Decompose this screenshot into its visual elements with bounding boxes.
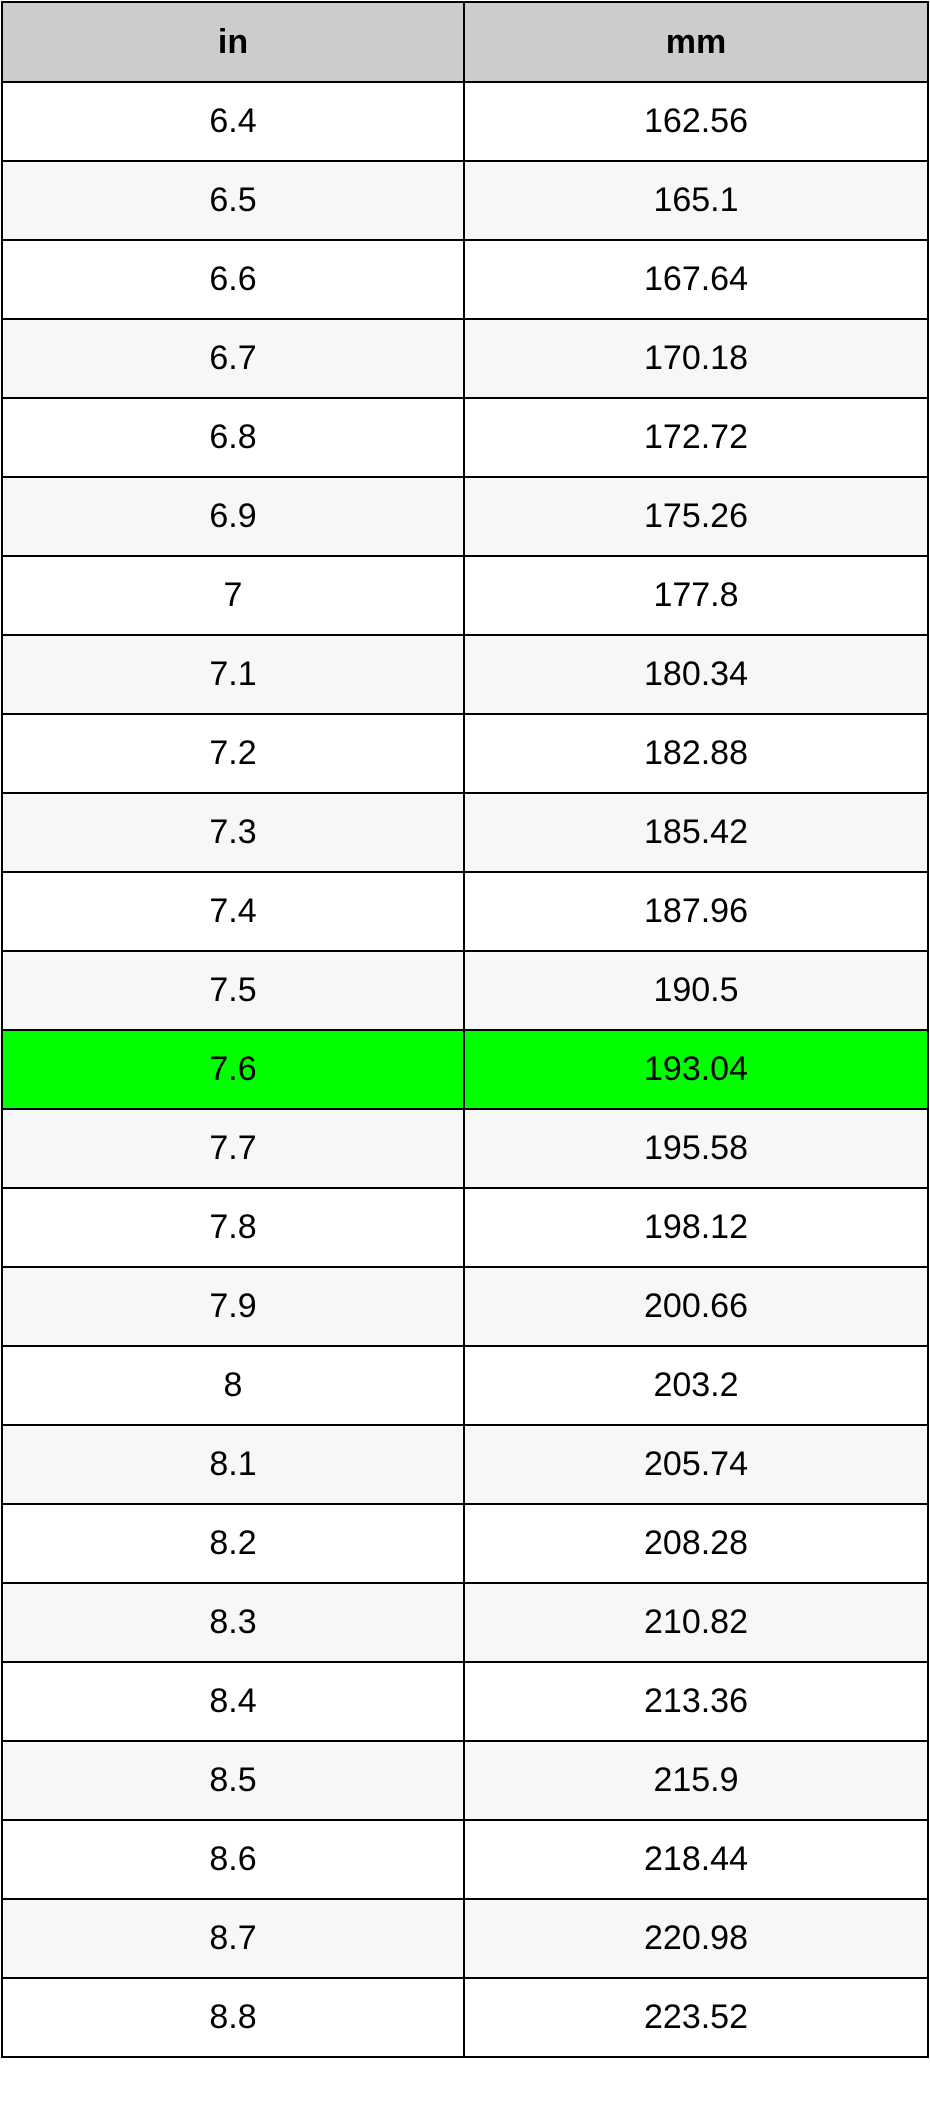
cell-in: 7.7 [1,1108,465,1189]
table-row: 8.1 205.74 [1,1424,929,1505]
table-row: 7.3 185.42 [1,792,929,873]
table-row-highlighted: 7.6 193.04 [1,1029,929,1110]
cell-mm: 215.9 [463,1740,929,1821]
table-row: 6.8 172.72 [1,397,929,478]
header-in: in [1,1,465,83]
table-row: 8.7 220.98 [1,1898,929,1979]
cell-in: 6.8 [1,397,465,478]
cell-in: 7.8 [1,1187,465,1268]
table-row: 6.7 170.18 [1,318,929,399]
cell-in: 7.3 [1,792,465,873]
table-row: 6.9 175.26 [1,476,929,557]
cell-mm: 177.8 [463,555,929,636]
table-row: 8.5 215.9 [1,1740,929,1821]
cell-mm: 200.66 [463,1266,929,1347]
cell-mm: 210.82 [463,1582,929,1663]
table-row: 6.5 165.1 [1,160,929,241]
cell-mm: 185.42 [463,792,929,873]
cell-mm: 208.28 [463,1503,929,1584]
cell-in: 6.6 [1,239,465,320]
cell-mm: 190.5 [463,950,929,1031]
cell-in: 6.4 [1,81,465,162]
cell-in: 6.7 [1,318,465,399]
table-row: 8.2 208.28 [1,1503,929,1584]
cell-mm: 223.52 [463,1977,929,2058]
cell-in: 7.6 [1,1029,465,1110]
cell-mm: 193.04 [463,1029,929,1110]
cell-mm: 218.44 [463,1819,929,1900]
cell-in: 7.9 [1,1266,465,1347]
cell-in: 8.7 [1,1898,465,1979]
cell-mm: 213.36 [463,1661,929,1742]
cell-in: 8.3 [1,1582,465,1663]
table-row: 7.9 200.66 [1,1266,929,1347]
cell-mm: 198.12 [463,1187,929,1268]
table-row: 7.1 180.34 [1,634,929,715]
cell-in: 6.9 [1,476,465,557]
cell-in: 7.4 [1,871,465,952]
cell-mm: 205.74 [463,1424,929,1505]
cell-in: 8.6 [1,1819,465,1900]
table-row: 7.4 187.96 [1,871,929,952]
table-row: 8.8 223.52 [1,1977,929,2058]
cell-mm: 180.34 [463,634,929,715]
header-mm: mm [463,1,929,83]
cell-mm: 165.1 [463,160,929,241]
cell-in: 8 [1,1345,465,1426]
table-row: 8 203.2 [1,1345,929,1426]
cell-mm: 162.56 [463,81,929,162]
cell-in: 8.2 [1,1503,465,1584]
cell-mm: 167.64 [463,239,929,320]
cell-in: 8.8 [1,1977,465,2058]
cell-in: 8.1 [1,1424,465,1505]
cell-in: 6.5 [1,160,465,241]
table-row: 7.8 198.12 [1,1187,929,1268]
cell-in: 8.5 [1,1740,465,1821]
table-row: 8.4 213.36 [1,1661,929,1742]
table-row: 7.2 182.88 [1,713,929,794]
table-row: 7.7 195.58 [1,1108,929,1189]
cell-in: 7.5 [1,950,465,1031]
table-row: 6.6 167.64 [1,239,929,320]
cell-in: 8.4 [1,1661,465,1742]
table-row: 8.3 210.82 [1,1582,929,1663]
cell-mm: 203.2 [463,1345,929,1426]
cell-mm: 175.26 [463,476,929,557]
cell-mm: 182.88 [463,713,929,794]
cell-mm: 187.96 [463,871,929,952]
conversion-table: in mm 6.4 162.56 6.5 165.1 6.6 167.64 6.7 170.1… [1,1,929,2058]
header-row: in mm [1,1,929,83]
cell-in: 7.2 [1,713,465,794]
cell-in: 7.1 [1,634,465,715]
cell-mm: 195.58 [463,1108,929,1189]
cell-in: 7 [1,555,465,636]
table-row: 8.6 218.44 [1,1819,929,1900]
cell-mm: 170.18 [463,318,929,399]
cell-mm: 172.72 [463,397,929,478]
table-row: 7.5 190.5 [1,950,929,1031]
table-row: 6.4 162.56 [1,81,929,162]
cell-mm: 220.98 [463,1898,929,1979]
table-row: 7 177.8 [1,555,929,636]
